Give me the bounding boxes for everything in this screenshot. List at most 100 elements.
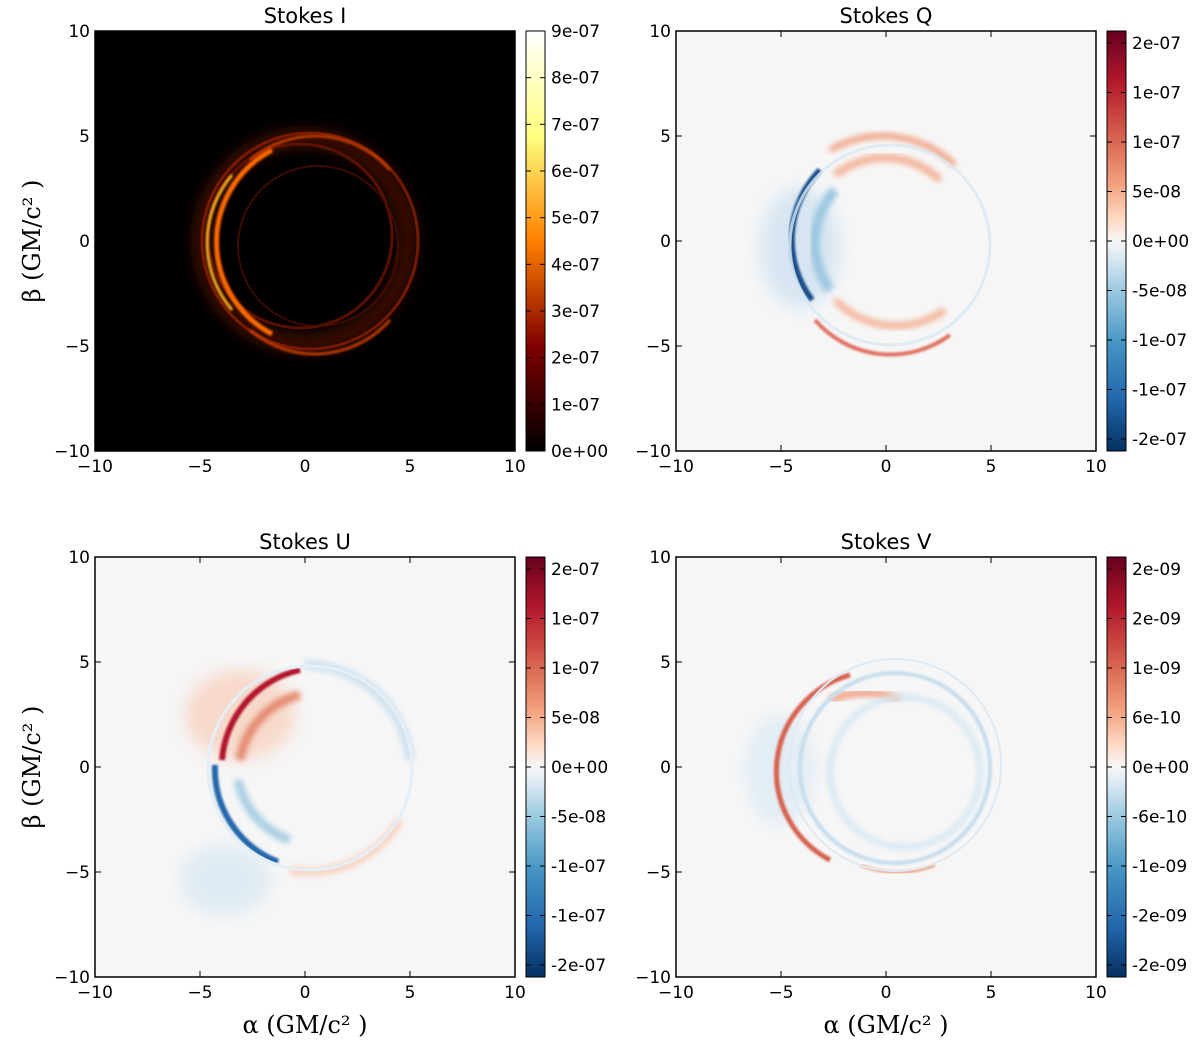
x-tick-label: 10 [504,457,526,477]
x-tick-label: −5 [187,983,212,1003]
colorbar-tick-label: 5e-08 [1132,183,1181,203]
y-tick-label: 10 [649,22,671,42]
plot-area [95,557,515,977]
colorbar-tick-label: -1e-07 [1132,331,1187,351]
image-content [745,658,1002,874]
panel-stokes-u: Stokes U −10 −5 0 5 10 10 5 0 −5 −10 2e-07 1e-07 1e… [54,530,608,1003]
colorbar-tick-label: 6e-07 [551,162,600,182]
shadow [252,177,384,309]
image-content [195,131,420,356]
colorbar-tick-label: 2e-07 [551,560,600,580]
colorbar-tick-label: 1e-07 [551,659,600,679]
upper-left-positive-arc-2 [235,690,302,761]
left-positive-arc [773,672,851,863]
colorbar-tick-label: 0e+00 [1132,232,1189,252]
x-axis: −10 −5 0 5 10 10 5 0 −5 −10 [635,548,1107,1003]
y-tick-label: 5 [79,653,90,673]
negative-ring-2 [827,694,983,850]
colorbar-tick-label: 2e-07 [1132,34,1181,54]
panel-title: Stokes U [259,530,351,554]
x-tick-label: −5 [187,457,212,477]
diffuse-blue [180,845,270,915]
colorbar-tick-label: 1e-07 [1132,133,1181,153]
y-tick-label: 0 [660,758,671,778]
panel-title: Stokes Q [840,4,933,28]
top-positive-arc [828,133,958,168]
y-tick-label: 0 [79,232,90,252]
ring-outer [200,131,420,351]
bottom-positive-arc-2 [832,297,948,330]
colorbar-tick-label: -2e-07 [1132,430,1187,450]
x-tick-label: 0 [300,457,311,477]
colorbar-tick-label: 2e-07 [551,349,600,369]
colorbar-tick-label: -1e-07 [551,857,606,877]
colorbar-tick-label: 8e-07 [551,69,600,89]
colorbar-tick-label: 3e-07 [551,302,600,322]
colorbar-tick-label: 0e+00 [1132,758,1189,778]
colorbar-tick-label: 1e-07 [1132,84,1181,104]
ring-bright-arc [214,147,274,337]
colorbar-tick-label: 4e-07 [551,255,600,275]
x-tick-label: 5 [986,457,997,477]
x-tick-label: −5 [768,983,793,1003]
faint-ring [788,143,992,347]
image-content [760,133,992,357]
x-tick-label: 10 [1085,983,1107,1003]
y-tick-label: 10 [68,548,90,568]
x-tick-label: 10 [1085,457,1107,477]
faint-ring [206,664,414,872]
y-tick-label: 5 [660,653,671,673]
x-tick-label: 10 [504,983,526,1003]
x-axis: −10 −5 0 5 10 10 5 0 −5 −10 [54,548,526,1003]
lower-right-positive-arc [289,817,404,877]
colorbar-tick-label: -2e-09 [1132,907,1187,927]
ring-top-arc [249,134,392,171]
panel-title: Stokes I [264,4,347,28]
y-tick-label: −10 [635,968,671,988]
colorbar-tick-label: 0e+00 [551,442,608,462]
ring-faint [237,165,399,327]
image-content [180,659,415,915]
x-tick-label: 0 [300,983,311,1003]
colorbar-tick-label: 7e-07 [551,115,600,135]
x-axis: −10 −5 0 5 10 10 5 0 −5 −10 [54,22,526,477]
colorbar-tick-label: -1e-09 [1132,857,1187,877]
colorbar-tick-label: 2e-09 [1132,560,1181,580]
x-tick-label: 5 [986,983,997,1003]
colorbar-tick-label: -2e-07 [551,956,606,976]
y-tick-label: 10 [649,548,671,568]
y-tick-label: 0 [660,232,671,252]
y-tick-label: −10 [54,968,90,988]
colorbar-tick-label: 6e-10 [1132,709,1181,729]
lower-left-negative-arc [211,764,280,865]
colorbar-tick-label: -1e-07 [1132,381,1187,401]
plot-area [676,557,1096,977]
left-negative-arc-2 [809,186,839,293]
colorbar-tick-label: 5e-07 [551,209,600,229]
y-axis-label: β (GM/c² ) [18,706,46,829]
colorbar-tick-label: -5e-08 [551,808,606,828]
colorbar-tick-label: 1e-09 [1132,659,1181,679]
colorbar-tick-label: 9e-07 [551,22,600,42]
x-tick-label: −10 [658,983,694,1003]
colorbar-ticks: 2e-07 1e-07 1e-07 5e-08 0e+00 -5e-08 -1e-07 -1e… [1107,34,1189,450]
x-tick-label: 5 [405,457,416,477]
colorbar-tick-label: 0e+00 [551,758,608,778]
x-tick-label: −10 [658,457,694,477]
colorbar-ticks: 2e-07 1e-07 1e-07 5e-08 0e+00 -5e-08 -1e-07 -1e… [526,560,608,976]
ring-hot-arc [205,174,234,311]
colorbar-tick-label: -6e-10 [1132,808,1187,828]
x-axis: −10 −5 0 5 10 10 5 0 −5 −10 [635,22,1107,477]
colorbar [525,30,546,452]
x-axis-label: α (GM/c² ) [242,1011,367,1039]
x-tick-label: −10 [77,457,113,477]
y-tick-label: −10 [54,442,90,462]
y-tick-label: 5 [79,127,90,147]
colorbar-tick-label: 1e-07 [551,610,600,630]
colorbar-ticks: 2e-09 2e-09 1e-09 6e-10 0e+00 -6e-10 -1e-09 -2e… [1107,560,1189,976]
diffuse-blue [745,715,815,825]
y-tick-label: −5 [65,863,90,883]
colorbar-tick-label: -5e-08 [1132,282,1187,302]
y-tick-label: −5 [646,337,671,357]
colorbar-tick-label: 1e-07 [551,395,600,415]
